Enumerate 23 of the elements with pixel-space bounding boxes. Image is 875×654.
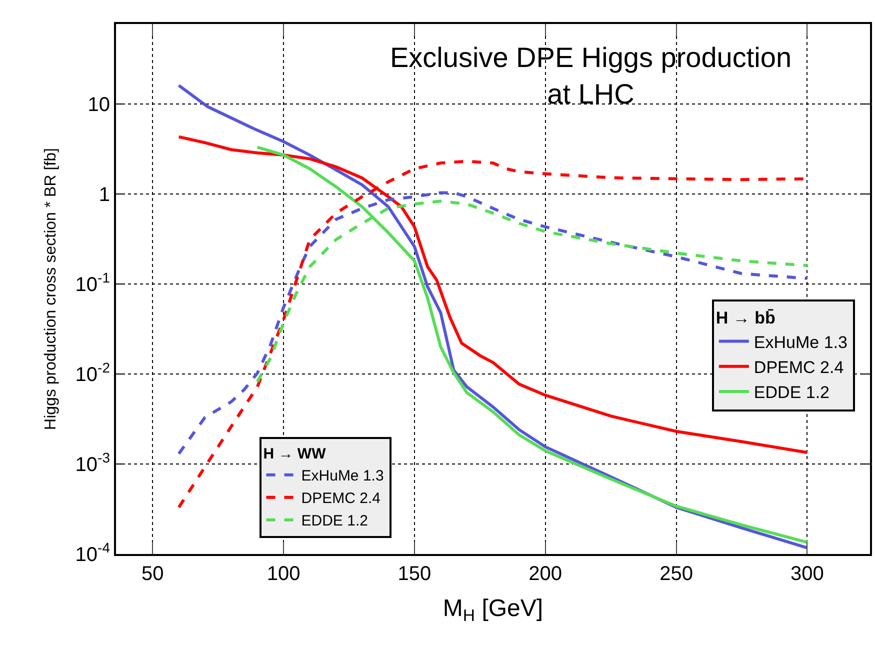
legend-label: EDDE 1.2: [754, 383, 830, 402]
text: H → WW: [263, 446, 326, 463]
x-tick-label: 100: [266, 563, 300, 585]
text: Exclusive DPE Higgs production at LHC: [390, 42, 792, 110]
x-tick-label: 300: [790, 563, 824, 585]
text: H → bb̄: [716, 308, 776, 328]
legend-label: ExHuMe 1.3: [301, 468, 384, 485]
legend-label: DPEMC 2.4: [301, 490, 380, 508]
y-tick-label: 10$^{-1}$: [75, 269, 110, 296]
y-tick-label: 10$^{-3}$: [75, 450, 110, 476]
y-tick-label: 10: [88, 94, 110, 116]
y-tick-label: 10$^{-4}$: [75, 540, 110, 566]
y-axis-title: Higgs production cross section * BR [fb]: [42, 148, 60, 430]
y-tick-label: 1: [98, 184, 110, 206]
x-axis-title: M$_{H}$ [GeV]: [442, 594, 544, 625]
x-tick-label: 150: [398, 563, 432, 585]
x-tick-label: 50: [142, 563, 164, 585]
y-tick-label: 10$^{-2}$: [75, 360, 110, 386]
legend-label: ExHuMe 1.3: [754, 332, 848, 352]
legend-label: EDDE 1.2: [301, 512, 368, 530]
x-tick-label: 200: [528, 563, 562, 585]
x-tick-label: 250: [660, 563, 693, 585]
legend-label: DPEMC 2.4: [754, 358, 844, 377]
